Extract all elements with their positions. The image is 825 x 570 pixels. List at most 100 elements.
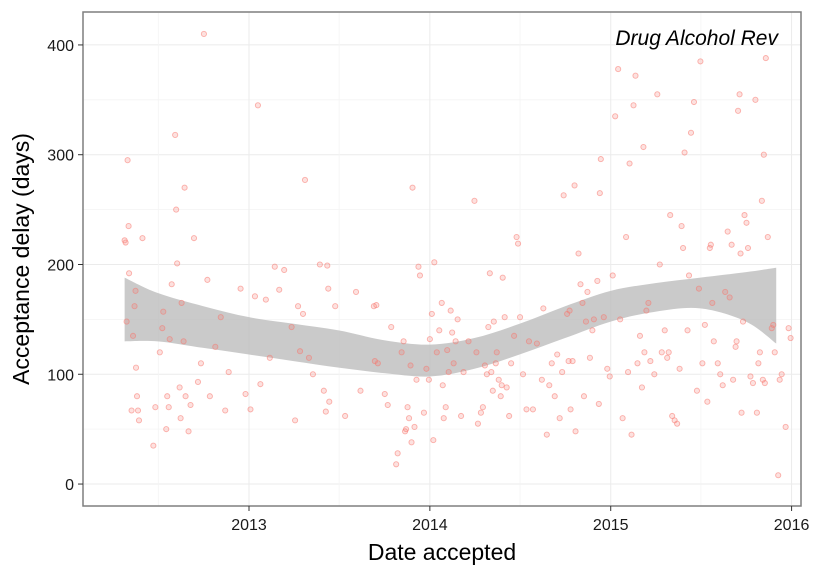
data-point [174,260,181,267]
data-point [787,334,794,342]
data-point [490,318,497,325]
data-point [538,376,545,383]
axes: 0 100 200 300 400 2013 2014 2015 2016 [47,38,809,534]
data-point [499,274,506,281]
data-point [667,212,674,219]
data-point [288,324,295,331]
data-point [656,261,663,268]
data-point [185,428,192,435]
data-point [445,369,452,376]
data-point [759,376,766,383]
data-point [400,338,407,345]
data-point [474,420,481,427]
data-point [577,281,584,288]
data-point [732,343,739,350]
data-point [150,442,157,449]
data-point [730,376,737,383]
data-point [523,406,530,413]
data-point [181,184,188,191]
data-point [594,277,601,285]
data-point [749,379,756,387]
data-point [701,321,708,328]
data-point [533,340,540,347]
data-point [501,314,508,321]
data-point [450,360,457,367]
data-point [747,373,754,380]
data-point [187,401,194,409]
data-point [152,404,159,411]
data-point [632,72,639,79]
data-point [489,387,496,394]
data-point [595,400,602,407]
data-point [704,398,711,405]
data-point [634,360,641,367]
y-tick-label: 0 [65,477,74,494]
data-point [572,428,579,435]
data-point [398,349,405,356]
data-point [579,299,586,306]
data-point [180,338,187,345]
data-point [722,288,729,295]
data-point [596,190,603,197]
data-point [752,96,759,103]
data-point [473,349,480,356]
data-point [604,365,611,372]
data-point [442,404,449,411]
data-point [575,250,582,257]
data-point [439,382,446,389]
data-point [160,308,167,315]
data-point [600,314,607,321]
data-point [123,318,130,325]
confidence-ribbon [124,267,777,377]
data-point [163,426,170,433]
x-tick-label: 2015 [593,517,629,534]
data-point [133,393,141,400]
data-point [173,206,180,213]
data-point [126,270,133,277]
data-point [403,426,410,433]
data-point [352,288,360,295]
data-point [305,354,313,361]
data-point [638,384,645,391]
data-point [194,378,202,386]
data-point [299,310,307,317]
data-point [617,316,624,323]
data-point [717,371,724,378]
data-point [413,376,420,383]
data-point [237,285,244,292]
data-point [444,347,451,354]
data-point [744,244,752,252]
data-point [296,348,304,355]
data-point [516,314,524,321]
data-point [709,299,716,306]
data-point [739,318,747,325]
data-point [131,303,138,310]
data-point [190,235,198,242]
data-point [225,369,232,376]
data-point [404,404,411,411]
data-point [129,332,137,339]
data-point [132,364,140,371]
data-point [122,239,129,246]
data-point [295,303,302,310]
data-point [676,365,683,372]
data-point [447,307,454,314]
data-point [124,157,131,164]
data-point [326,398,333,405]
data-point [425,376,432,383]
data-point [309,371,316,378]
data-point [778,371,785,378]
data-point [394,450,401,457]
data-point [643,307,650,314]
smooth-ribbon [124,267,777,377]
data-point [271,263,278,270]
data-point [460,369,467,376]
y-tick-label: 400 [47,38,74,55]
data-point [586,354,593,361]
data-point [525,338,533,345]
data-point [135,417,143,424]
data-point [257,381,264,388]
data-point [159,325,166,332]
data-point [548,360,555,367]
